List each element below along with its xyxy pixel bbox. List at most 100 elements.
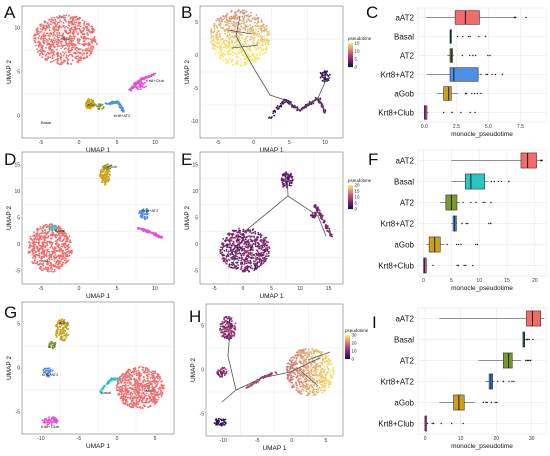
cell-point (46, 236, 49, 239)
x-tick-label: 15 (326, 286, 332, 292)
cluster-label: Basal (101, 390, 111, 395)
cell-point (145, 228, 148, 231)
legend-title: pseudotime (348, 178, 372, 183)
cell-point (86, 51, 89, 54)
cell-point (51, 229, 54, 232)
cell-point (250, 27, 253, 29)
colorbar-step (348, 55, 353, 57)
cell-point (249, 58, 252, 61)
cell-point (238, 52, 241, 55)
cell-point (284, 184, 286, 187)
cell-point (109, 174, 111, 177)
cell-point (238, 227, 240, 230)
plot-area (417, 7, 547, 123)
cell-point (137, 403, 140, 406)
cell-point (99, 170, 102, 172)
cell-point (229, 253, 232, 256)
cell-point (234, 11, 237, 14)
cell-point (262, 38, 265, 41)
colorbar-step (348, 200, 353, 202)
cell-point (57, 26, 59, 28)
cell-point (232, 47, 234, 50)
cell-point (268, 30, 270, 33)
cell-point (161, 387, 163, 389)
cell-point (251, 256, 254, 259)
cell-point (135, 405, 138, 408)
category-label: Krt8+AT2 (381, 219, 415, 228)
cell-point (64, 334, 67, 336)
cell-point (57, 41, 60, 44)
cell-point (141, 83, 144, 86)
outlier-point (469, 35, 471, 38)
outlier-point (484, 35, 487, 38)
cell-point (247, 247, 249, 249)
cell-point (103, 165, 105, 167)
outlier-point (469, 111, 471, 114)
cell-point (60, 54, 63, 56)
cell-point (54, 235, 57, 238)
cell-point (75, 57, 78, 60)
outlier-point (491, 73, 493, 76)
cell-point (320, 216, 323, 219)
cell-point (324, 225, 327, 228)
cell-point (40, 38, 42, 40)
cell-point (139, 389, 141, 391)
cell-point (121, 386, 123, 389)
cell-point (44, 229, 46, 232)
cell-point (210, 28, 213, 30)
cell-point (258, 52, 261, 54)
x-tick-label: -5 (212, 286, 217, 292)
cell-point (46, 367, 49, 370)
outlier-point (488, 222, 490, 225)
cell-point (274, 110, 277, 113)
cell-point (265, 46, 268, 49)
cell-point (265, 244, 268, 247)
cell-point (152, 370, 155, 373)
cell-point (36, 48, 38, 51)
cell-point (92, 27, 95, 30)
cell-point (258, 252, 261, 255)
cell-point (77, 41, 80, 44)
cell-point (155, 394, 158, 396)
colorbar-step (348, 198, 353, 200)
cell-point (71, 55, 74, 58)
cell-point (42, 37, 45, 40)
cell-point (247, 239, 250, 241)
cell-point (218, 40, 221, 43)
cell-point (49, 420, 52, 423)
trajectory-line (317, 79, 327, 99)
cell-point (51, 41, 54, 44)
cell-point (147, 406, 150, 409)
cell-point (41, 229, 44, 232)
cell-point (31, 239, 33, 241)
cell-point (229, 38, 231, 40)
cell-point (138, 401, 141, 403)
cell-point (64, 326, 66, 329)
cell-point (244, 38, 247, 41)
cell-point (231, 233, 234, 235)
cell-point (138, 373, 141, 376)
cell-point (226, 246, 229, 249)
cell-point (122, 400, 124, 402)
cell-point (146, 217, 148, 219)
cell-point (67, 259, 70, 261)
cell-point (82, 26, 85, 29)
cell-point (37, 264, 40, 266)
cell-point (101, 179, 104, 182)
cell-point (244, 268, 247, 271)
cell-point (262, 53, 264, 56)
cell-point (157, 396, 160, 399)
cell-point (91, 29, 94, 32)
cell-point (234, 251, 237, 254)
cell-point (266, 248, 269, 251)
cell-point (249, 27, 252, 30)
cell-point (226, 35, 228, 38)
cell-point (265, 39, 268, 42)
cell-point (258, 58, 261, 60)
cell-point (54, 254, 57, 256)
cell-point (215, 25, 218, 28)
cell-point (87, 37, 90, 40)
cell-point (35, 236, 37, 238)
category-label: Krt8+AT2 (381, 70, 415, 79)
